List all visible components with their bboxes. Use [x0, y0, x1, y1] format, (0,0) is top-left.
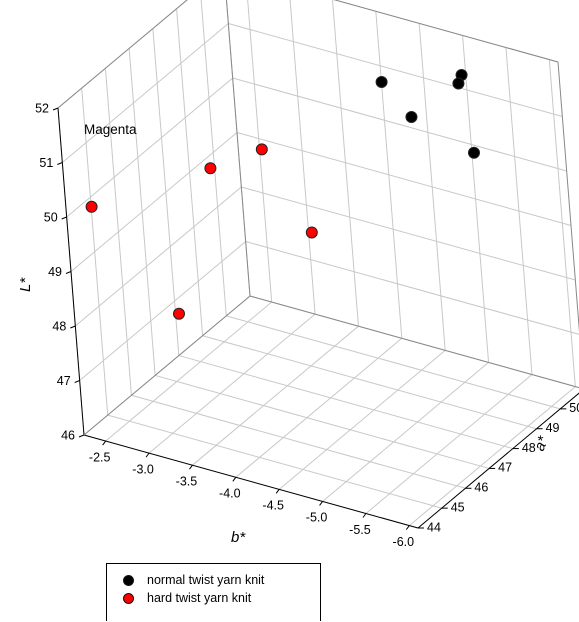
b-tick-label: -5.0 — [306, 511, 328, 525]
b-tick-mark — [232, 476, 237, 482]
side-wall-gridline-l — [66, 77, 233, 218]
floor-gridline-b — [105, 301, 273, 442]
floor-edge — [83, 295, 251, 436]
l-tick-mark — [74, 380, 80, 383]
legend-marker-hard — [123, 592, 134, 604]
a-tick-label: 48 — [522, 441, 536, 455]
b-tick-label: -4.0 — [219, 487, 241, 501]
b-axis-line — [83, 434, 419, 529]
back-wall-gridline-l — [241, 186, 576, 281]
floor-gridline-b — [148, 313, 316, 454]
side-wall-gridline-l — [75, 186, 242, 327]
floor-gridline-a — [131, 394, 466, 489]
a-tick-label: 46 — [474, 481, 488, 495]
hard-twist-point — [204, 162, 217, 175]
floor-gridline-b — [409, 386, 576, 526]
legend-marker-normal — [123, 574, 134, 586]
l-tick-mark — [78, 434, 85, 438]
floor-gridline-b — [235, 337, 403, 478]
l-tick-label: 47 — [57, 374, 71, 388]
hard-twist-point — [172, 307, 185, 320]
floor-gridline-a — [226, 315, 561, 410]
l-tick-label: 50 — [44, 210, 58, 224]
back-wall-gridline-l — [228, 23, 563, 117]
l-tick-label: 46 — [61, 428, 75, 442]
l-tick-label: 52 — [35, 101, 49, 115]
b-axis-title: b* — [231, 529, 246, 546]
b-tick-mark — [102, 440, 107, 446]
b-tick-mark — [189, 464, 193, 470]
side-wall-gridline-l — [79, 241, 246, 381]
data-points — [85, 69, 481, 320]
legend-item-normal: normal twist yarn knit — [123, 573, 264, 587]
a-tick-label: 47 — [498, 461, 512, 475]
side-wall-gridline-l — [57, 0, 188, 109]
normal-twist-point — [452, 77, 465, 90]
b-tick-mark — [405, 525, 410, 530]
back-wall-gridline-l — [245, 241, 579, 335]
back-wall-gridline-l — [236, 132, 572, 226]
panel-label: Magenta — [84, 122, 137, 137]
hard-twist-point — [85, 200, 98, 213]
a-tick-label: 44 — [427, 520, 441, 534]
l-tick-mark — [61, 216, 67, 220]
side-wall-gridline-l — [70, 132, 238, 272]
side-top-edge — [57, 0, 188, 109]
legend-label-hard: hard twist yarn knit — [147, 591, 252, 605]
back-wall-gridline-b — [289, 0, 316, 315]
legend: normal twist yarn knit hard twist yarn k… — [106, 563, 321, 621]
corner-edge — [225, 0, 251, 297]
a-axis-line — [417, 392, 579, 529]
l-tick-mark — [65, 271, 72, 274]
l-tick-mark — [57, 162, 63, 165]
floor-gridline-b — [365, 374, 533, 514]
l-tick-mark — [52, 107, 59, 111]
b-tick-mark — [319, 501, 323, 506]
floor-back-edge — [249, 295, 579, 389]
back-right-edge — [557, 61, 579, 333]
legend-item-hard: hard twist yarn knit — [123, 591, 251, 605]
floor-gridline-a — [155, 374, 490, 469]
back-wall-gridline-l — [333, 0, 559, 63]
a-tick-label: 50 — [569, 401, 579, 415]
normal-twist-point — [405, 111, 418, 124]
floor-gridline-b — [192, 325, 359, 466]
floor-gridline-a — [107, 414, 442, 509]
a-tick-label: 45 — [451, 500, 465, 514]
floor-gridline-a — [178, 355, 513, 450]
b-tick-label: -4.5 — [262, 499, 284, 513]
normal-twist-point — [375, 75, 388, 88]
normal-twist-point — [468, 146, 481, 159]
l-tick-mark — [70, 325, 76, 329]
back-wall-gridline-l — [232, 77, 567, 172]
floor-gridline-b — [322, 362, 489, 502]
b-tick-label: -3.0 — [132, 462, 154, 476]
b-tick-label: -6.0 — [393, 535, 415, 549]
legend-label-normal: normal twist yarn knit — [147, 573, 265, 587]
a-tick-label: 49 — [546, 421, 560, 435]
axis-frame — [52, 0, 579, 530]
b-tick-mark — [275, 489, 280, 494]
l-axis-title: L* — [17, 277, 34, 292]
l-tick-label: 51 — [39, 156, 53, 170]
hard-twist-point — [255, 143, 268, 156]
b-tick-label: -5.5 — [349, 523, 371, 537]
hard-twist-point — [305, 226, 318, 239]
b-tick-mark — [145, 452, 150, 458]
l-tick-label: 48 — [52, 319, 66, 333]
side-wall-gridline-l — [62, 23, 229, 163]
b-tick-mark — [362, 513, 367, 518]
floor-gridline-a — [202, 335, 537, 430]
tick-labels: -2.5 -3.0 -3.5 -4.0 -4.5 -5.0 -5.5 -6.0 44 45 46 47… — [35, 101, 579, 549]
l-tick-label: 49 — [48, 265, 62, 279]
b-tick-label: -2.5 — [89, 450, 111, 464]
b-tick-label: -3.5 — [176, 474, 198, 488]
floor-gridline-b — [278, 349, 446, 490]
back-top-edge — [333, 0, 559, 63]
grid-layer — [57, 0, 579, 529]
